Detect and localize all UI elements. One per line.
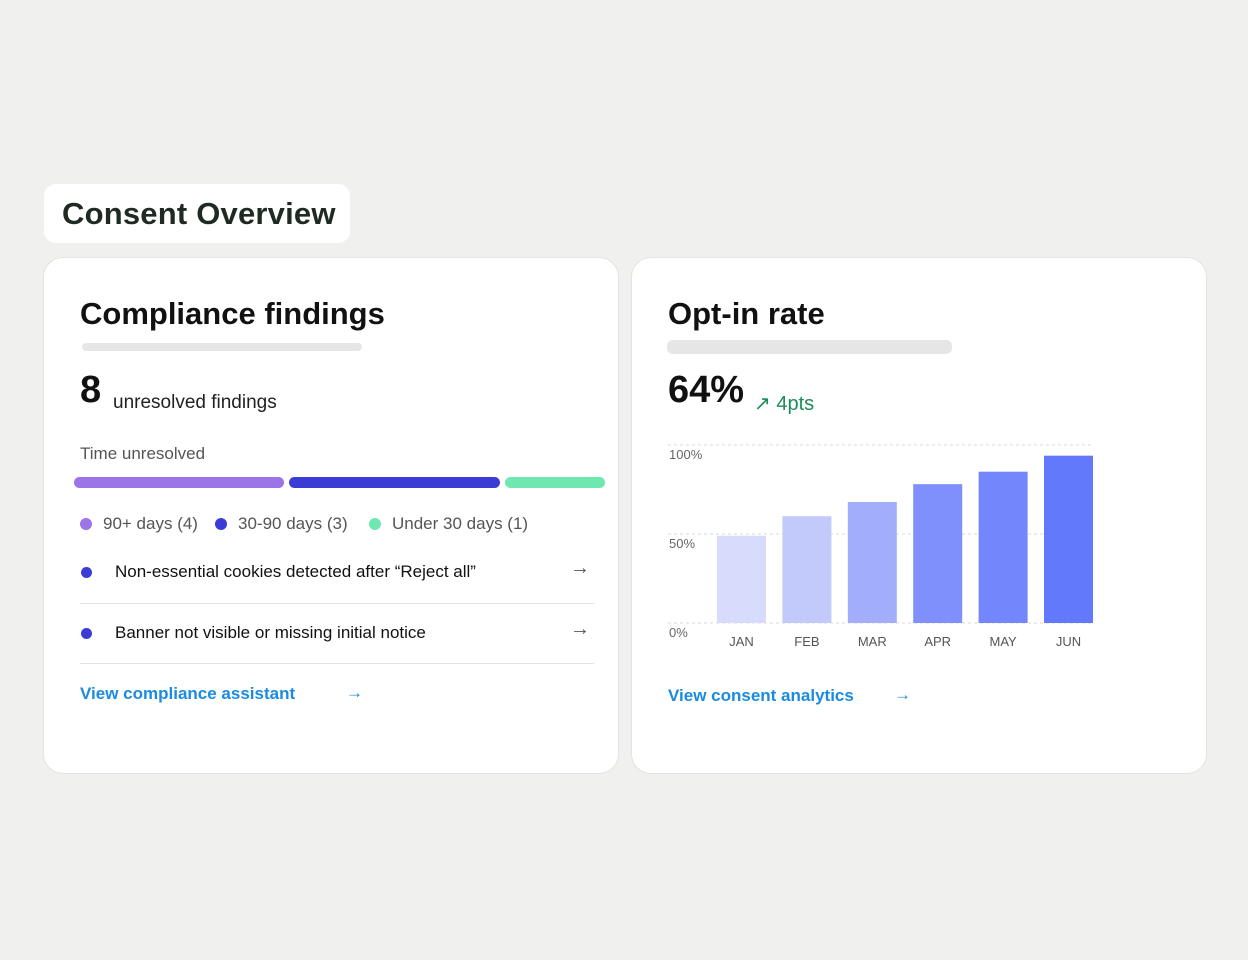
trend-up-icon: ↗ xyxy=(754,393,771,415)
bar-jun xyxy=(1044,455,1093,623)
time-unresolved-label: Time unresolved xyxy=(80,444,206,463)
bar-apr xyxy=(913,484,963,623)
x-tick-label: JUN xyxy=(1056,634,1081,649)
finding-dot xyxy=(81,628,92,639)
finding-text: Banner not visible or missing initial no… xyxy=(115,623,426,642)
title-skeleton-bar xyxy=(667,340,952,354)
trend-up-badge: ↗ 4pts xyxy=(754,391,814,416)
x-tick-label: MAR xyxy=(858,634,887,649)
segment-30-90 xyxy=(289,477,500,488)
trend-value: 4pts xyxy=(776,393,815,415)
legend-label-under30: Under 30 days (1) xyxy=(392,514,529,533)
arrow-right-icon[interactable]: → xyxy=(894,685,911,704)
x-tick-label: APR xyxy=(924,634,951,649)
compliance-title: Compliance findings xyxy=(80,296,385,331)
optin-title: Opt-in rate xyxy=(668,296,825,331)
view-consent-analytics-link[interactable]: View consent analytics xyxy=(668,686,854,705)
bar-jan xyxy=(717,535,766,623)
arrow-right-icon[interactable]: → xyxy=(570,618,590,640)
x-tick-label: MAY xyxy=(989,634,1017,649)
arrow-right-icon[interactable]: → xyxy=(346,683,363,702)
bar-feb xyxy=(782,516,832,623)
finding-text: Non-essential cookies detected after “Re… xyxy=(115,562,476,581)
bar-mar xyxy=(847,501,897,623)
legend-label-90plus: 90+ days (4) xyxy=(103,514,198,533)
segment-under30 xyxy=(504,477,605,488)
optin-rate-value: 64% xyxy=(668,369,745,411)
optin-bar-chart: 100% 50% 0% JAN FEB MAR APR MAY JUN xyxy=(668,444,1094,649)
legend-90plus: 90+ days (4) xyxy=(80,514,198,534)
finding-row[interactable]: Non-essential cookies detected after “Re… xyxy=(80,543,594,603)
legend-dot-under30 xyxy=(369,518,381,530)
finding-row[interactable]: Banner not visible or missing initial no… xyxy=(80,604,594,664)
y-tick-label: 0% xyxy=(669,625,688,640)
legend-label-30-90: 30-90 days (3) xyxy=(238,514,348,533)
y-tick-label: 100% xyxy=(669,447,703,462)
divider xyxy=(80,663,594,664)
legend-dot-90plus xyxy=(80,518,92,530)
x-tick-label: FEB xyxy=(794,634,819,649)
title-skeleton-bar xyxy=(82,343,362,351)
legend-under30: Under 30 days (1) xyxy=(369,514,528,534)
findings-count: 8 xyxy=(80,369,102,411)
bar-may xyxy=(978,471,1028,623)
page-title: Consent Overview xyxy=(62,195,336,231)
divider xyxy=(80,603,594,604)
compliance-card: Compliance findings 8 unresolved finding… xyxy=(43,257,619,774)
view-compliance-assistant-link[interactable]: View compliance assistant xyxy=(80,684,296,703)
page-title-box: Consent Overview xyxy=(44,184,350,243)
segment-90plus xyxy=(74,477,285,488)
y-tick-label: 50% xyxy=(669,536,695,551)
optin-card: Opt-in rate 64% ↗ 4pts 100% 50% 0% JAN FEB MA… xyxy=(631,257,1207,774)
findings-count-label: unresolved findings xyxy=(113,392,277,413)
arrow-right-icon[interactable]: → xyxy=(570,557,590,579)
x-tick-label: JAN xyxy=(729,634,754,649)
finding-dot xyxy=(81,567,92,578)
legend-30-90: 30-90 days (3) xyxy=(215,514,348,534)
legend-dot-30-90 xyxy=(215,518,227,530)
